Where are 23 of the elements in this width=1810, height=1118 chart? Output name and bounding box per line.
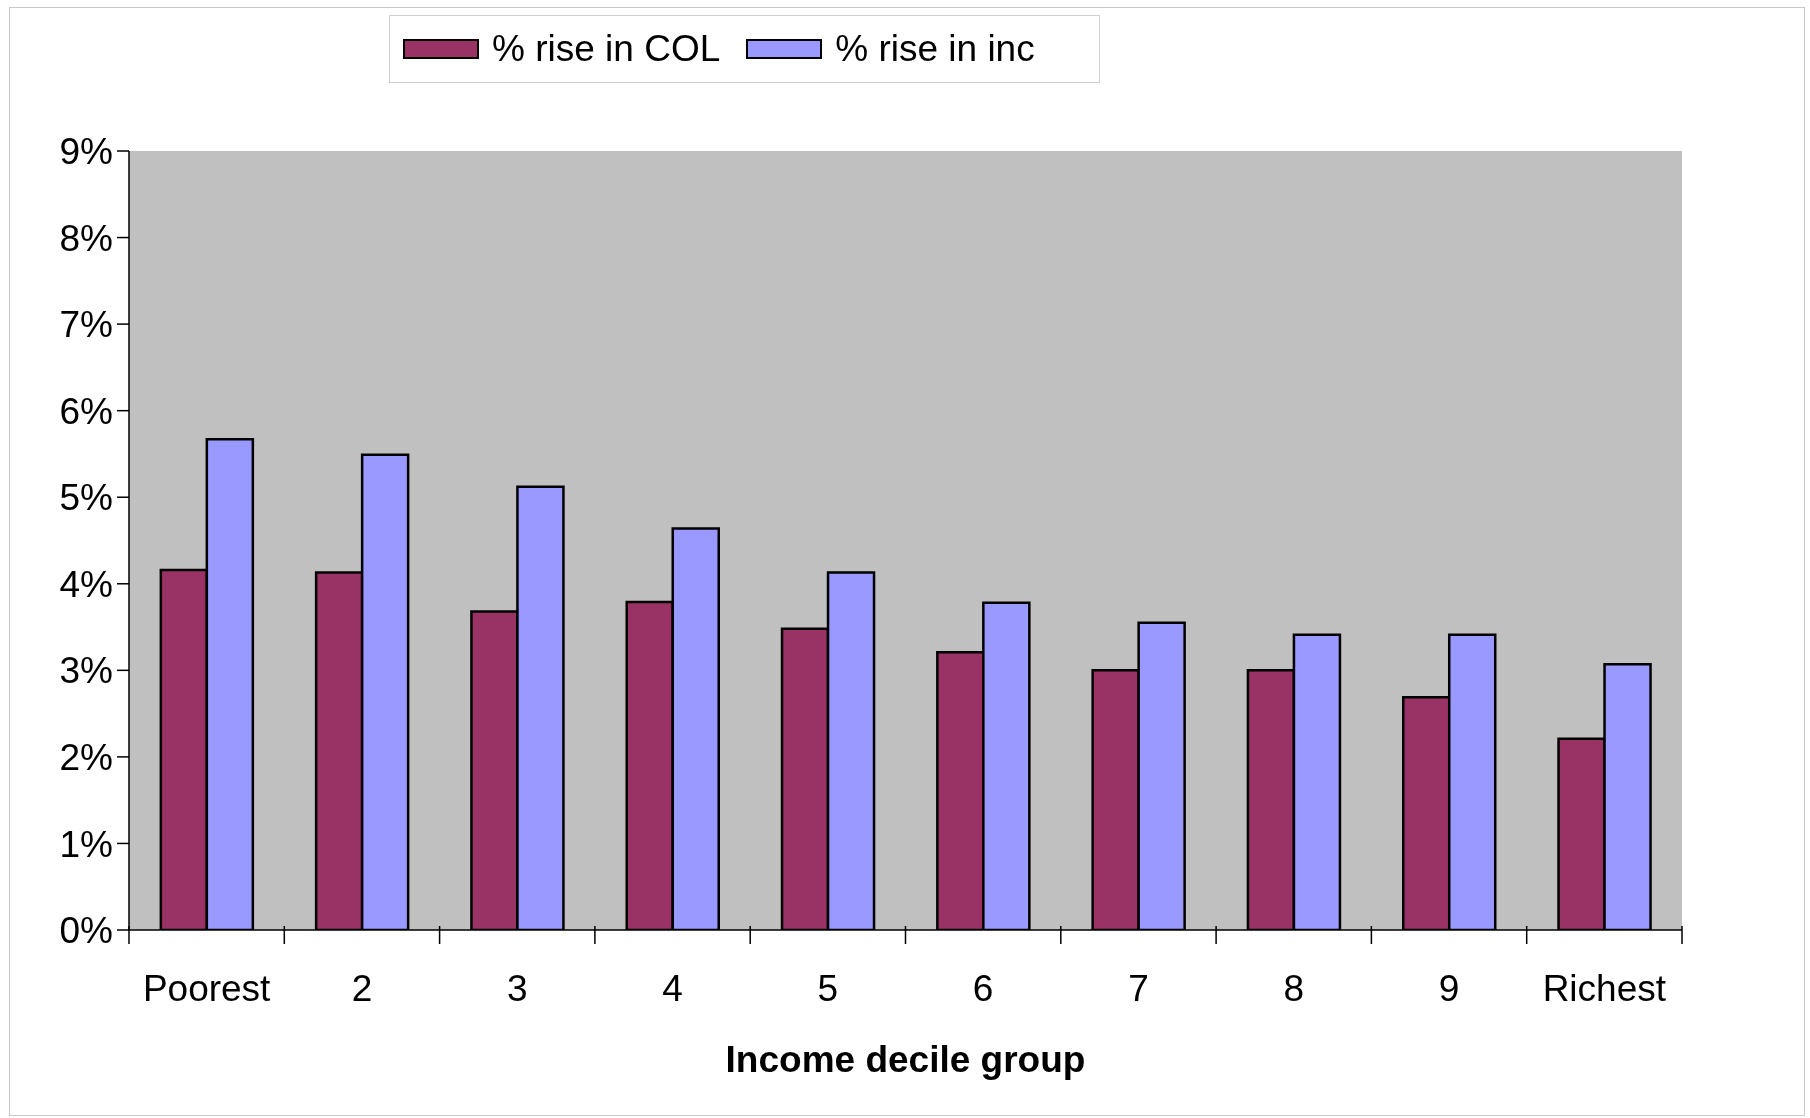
y-tick-label: 8% (59, 217, 113, 259)
x-tick-label: 3 (506, 968, 528, 1009)
legend-label: % rise in COL (492, 28, 721, 70)
y-tick-label: 5% (59, 477, 113, 519)
x-tick-label: 5 (817, 968, 839, 1009)
y-tick-label: 6% (59, 390, 113, 432)
x-tick-label: 4 (662, 968, 683, 1009)
x-tick-label: 8 (1283, 968, 1305, 1009)
y-tick-label: 2% (59, 737, 113, 779)
x-axis-title: Income decile group (725, 1039, 1086, 1080)
y-tick-label: 0% (59, 910, 113, 952)
x-tick-label: 9 (1438, 968, 1460, 1009)
x-tick-label: 6 (972, 968, 994, 1009)
y-tick-label: 4% (59, 563, 113, 605)
y-tick-label: 9% (59, 131, 113, 173)
x-tick-label: 7 (1128, 968, 1149, 1009)
x-tick-label: 2 (351, 968, 373, 1009)
y-tick-label: 7% (59, 304, 113, 346)
legend-label: % rise in inc (835, 28, 1035, 70)
x-tick-label: Richest (1542, 968, 1667, 1009)
y-tick-label: 3% (59, 650, 113, 692)
y-tick-label: 1% (59, 823, 113, 865)
x-tick-label: Poorest (142, 968, 272, 1009)
